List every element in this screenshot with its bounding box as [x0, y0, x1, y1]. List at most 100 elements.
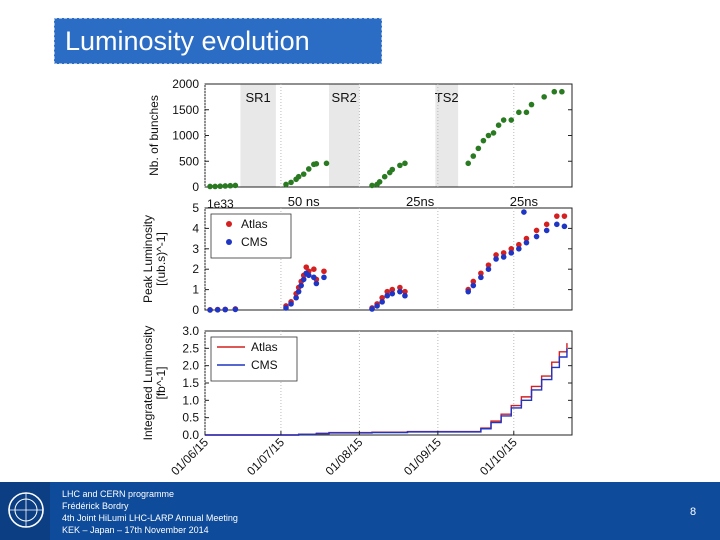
data-point	[516, 246, 522, 252]
y-tick-label: 2.5	[182, 341, 199, 355]
data-point	[521, 209, 527, 215]
data-point	[500, 250, 507, 256]
y-tick-label: 3	[192, 242, 199, 256]
data-point	[508, 117, 515, 123]
legend-swatch	[226, 221, 232, 227]
data-point	[485, 266, 492, 273]
data-point	[305, 272, 312, 279]
data-point	[485, 132, 492, 139]
shaded-period	[240, 84, 276, 187]
data-point	[323, 160, 330, 167]
y-tick-label: 4	[192, 221, 199, 235]
legend-swatch	[226, 239, 232, 245]
data-point	[561, 223, 568, 230]
y-axis-label: Nb. of bunches	[147, 95, 161, 176]
data-point	[485, 262, 492, 268]
y-tick-label: 1000	[172, 129, 199, 143]
shaded-period-label: TS2	[435, 90, 459, 105]
footer-bar: LHC and CERN programme Frédérick Bordry …	[0, 482, 720, 540]
data-point	[508, 250, 515, 256]
data-point	[500, 254, 507, 260]
footer-line: KEK – Japan – 17th November 2014	[62, 525, 209, 535]
data-point	[470, 153, 477, 159]
data-point	[397, 162, 403, 169]
data-point	[313, 280, 320, 287]
legend-label: Atlas	[241, 217, 268, 231]
y-tick-label: 2000	[172, 77, 199, 91]
data-point	[288, 301, 294, 307]
data-point	[283, 181, 289, 188]
y-tick-label: 1.5	[182, 376, 199, 390]
y-tick-label: 5	[192, 201, 199, 215]
data-point	[227, 182, 234, 189]
data-point	[533, 233, 540, 240]
data-point	[554, 221, 560, 228]
shaded-period-label: SR2	[332, 90, 357, 105]
data-point	[300, 171, 307, 177]
data-point	[554, 213, 560, 219]
data-point	[376, 179, 383, 185]
data-point	[402, 288, 408, 295]
data-point	[311, 266, 317, 273]
data-point	[288, 179, 294, 186]
data-point	[543, 227, 550, 234]
data-point	[384, 288, 391, 295]
data-point	[222, 306, 229, 313]
data-point	[480, 137, 487, 144]
data-point	[303, 264, 310, 270]
data-point	[465, 288, 472, 295]
y-axis-label: Integrated Luminosity	[141, 326, 155, 441]
data-point	[402, 292, 408, 299]
legend-box	[210, 213, 292, 259]
slide-title-box: Luminosity evolution	[54, 18, 382, 64]
data-point	[402, 160, 408, 167]
data-point	[293, 294, 299, 301]
data-point	[389, 290, 396, 297]
data-point	[516, 109, 522, 116]
data-point	[523, 239, 530, 246]
data-point	[495, 122, 502, 128]
data-point	[397, 288, 403, 295]
data-point	[321, 274, 327, 281]
data-point	[295, 173, 302, 180]
footer-line: 4th Joint HiLumi LHC-LARP Annual Meeting	[62, 513, 238, 523]
y-tick-label: 0	[192, 180, 199, 194]
data-point	[516, 241, 522, 248]
data-point	[379, 299, 385, 305]
data-point	[313, 161, 320, 167]
slide-title: Luminosity evolution	[65, 26, 310, 56]
data-point	[222, 183, 229, 189]
data-point	[389, 166, 396, 173]
y-tick-label: 0.5	[182, 411, 199, 425]
data-point	[305, 166, 312, 172]
shaded-period	[435, 84, 459, 187]
footer-line: Frédérick Bordry	[62, 501, 129, 511]
data-point	[232, 306, 239, 313]
data-point	[523, 235, 530, 242]
series-line-cms	[205, 348, 568, 436]
footer-text: LHC and CERN programme Frédérick Bordry …	[62, 488, 238, 536]
y-axis-label: Peak Luminosity	[141, 215, 155, 303]
data-point	[300, 276, 307, 283]
data-point	[465, 160, 472, 167]
data-point	[379, 294, 385, 301]
luminosity-chart: SR1 SR2 TS2 0 500 1000 1500 2000 Nb. of bunches 5…	[141, 77, 573, 478]
scale-label: 1e33	[207, 197, 234, 211]
data-point	[559, 88, 565, 95]
x-tick-label: 01/08/15	[323, 435, 366, 478]
y-tick-label: 500	[179, 154, 199, 168]
data-point	[389, 286, 396, 293]
legend-label: CMS	[241, 235, 268, 249]
data-point	[207, 183, 213, 190]
data-point	[369, 306, 375, 312]
data-point	[493, 256, 499, 262]
data-point	[523, 109, 530, 116]
bunch-spacing-annotation: 25ns	[406, 194, 435, 209]
y-axis-label: [(ub.s)^-1]	[154, 232, 168, 286]
data-point	[533, 227, 540, 234]
y-tick-label: 1.0	[182, 393, 199, 407]
data-point	[217, 183, 223, 190]
data-point	[500, 117, 507, 123]
data-point	[207, 307, 213, 313]
data-point	[490, 130, 497, 136]
